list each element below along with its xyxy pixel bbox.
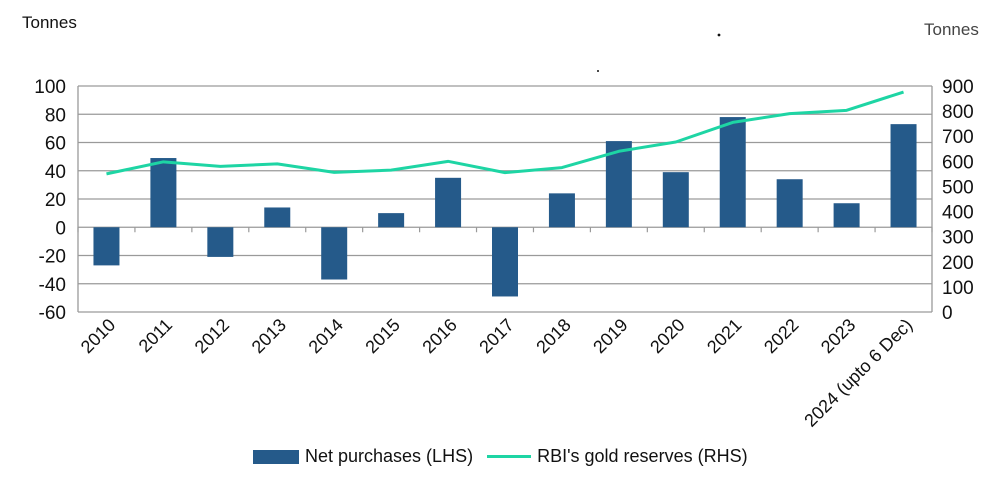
y-right-tick-label: 800 [942,102,974,123]
bar [776,179,803,228]
bar [378,213,405,228]
bar [662,172,689,228]
bar [605,141,632,228]
y-left-tick-label: 0 [55,218,66,239]
bar [321,227,348,280]
x-tick-label: 2010 [77,315,119,357]
stray-dot [717,33,721,37]
y-left-tick-label: 20 [45,190,66,211]
legend: Net purchases (LHS) RBI's gold reserves … [253,446,748,467]
y-right-tick-label: 400 [942,203,974,224]
legend-bar-label: Net purchases (LHS) [305,446,474,466]
y-left-tick-label: -60 [39,303,66,324]
bar [435,177,462,228]
bar [492,227,518,297]
bar [548,193,575,228]
y-right-tick-label: 700 [942,127,974,148]
right-axis-unit: Tonnes [924,20,979,39]
x-tick-label: 2018 [532,315,574,357]
left-axis-unit: Tonnes [22,13,77,32]
bar [264,207,291,228]
bar [719,117,746,228]
y-left-tick-label: 80 [45,105,66,126]
x-tick-label: 2016 [418,315,460,357]
x-tick-label: 2022 [760,315,802,357]
y-right-tick-label: 200 [942,253,974,274]
x-tick-label: 2024 (upto 6 Dec) [800,315,916,431]
x-tick-label: 2013 [248,315,290,357]
legend-line-swatch [487,455,532,458]
legend-bar-swatch [253,449,299,464]
x-tick-label: 2020 [646,315,688,357]
x-tick-label: 2019 [589,315,631,357]
y-left-tick-label: -40 [39,275,66,296]
y-right-tick-label: 900 [942,77,974,98]
y-right-tick-label: 500 [942,177,974,198]
y-left-tick-label: 60 [45,134,66,155]
y-right-tick-label: 0 [942,303,953,324]
x-tick-label: 2021 [703,315,745,357]
x-tick-label: 2011 [135,315,177,357]
stray-dot [597,70,599,72]
y-left-tick-label: 40 [45,162,66,183]
y-right-tick-label: 300 [942,228,974,249]
x-tick-label: 2023 [817,315,859,357]
x-tick-label: 2014 [305,315,347,357]
y-right-tick-label: 600 [942,152,974,173]
bar [207,227,234,257]
y-right-tick-label: 100 [942,278,974,299]
bar [833,203,860,228]
x-tick-label: 2015 [362,315,404,357]
x-tick-label: 2017 [475,315,517,357]
x-tick-label: 2012 [191,315,233,357]
bar [150,158,177,228]
bar [890,124,917,228]
y-left-tick-label: 100 [34,77,66,98]
line-series-reserves [106,90,904,176]
y-left-tick-label: -20 [39,247,66,268]
bar [93,227,120,266]
legend-line-label: RBI's gold reserves (RHS) [537,446,748,466]
